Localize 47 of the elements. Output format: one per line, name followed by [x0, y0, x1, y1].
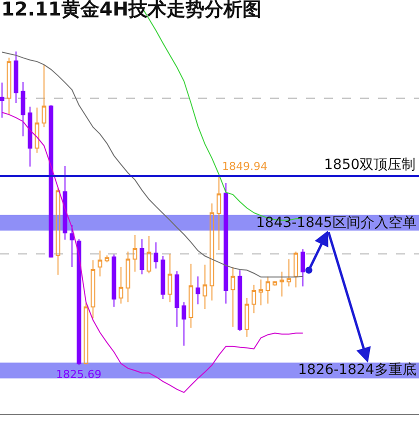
candlestick	[188, 263, 194, 328]
candlestick	[118, 266, 124, 304]
candlestick	[266, 276, 270, 304]
candlestick	[6, 57, 12, 116]
candlestick	[230, 266, 236, 328]
candlestick	[272, 280, 278, 286]
candlestick	[280, 271, 284, 297]
candlestick	[160, 256, 166, 300]
candlestick	[216, 176, 222, 251]
band-label: 1843-1845区间介入空单	[256, 215, 416, 231]
candlestick	[196, 276, 200, 305]
candlestick	[34, 107, 40, 154]
candlestick	[286, 258, 292, 287]
candlestick	[84, 302, 88, 365]
candlestick	[202, 264, 208, 310]
candlestick	[174, 270, 180, 328]
candlestick	[62, 166, 68, 240]
annotation: 1825.69	[56, 368, 102, 381]
ref-line-label: 1850双顶压制	[324, 157, 416, 173]
candlestick	[140, 238, 144, 275]
candlestick	[112, 254, 116, 308]
candlestick	[300, 248, 306, 287]
candlestick	[28, 106, 32, 168]
candlestick	[238, 270, 242, 332]
candlestick	[0, 82, 4, 118]
candlestick	[294, 251, 298, 288]
candlestick	[98, 250, 102, 277]
candlestick	[168, 253, 172, 303]
band-label: 1826-1824多重底	[298, 362, 416, 378]
candlestick	[14, 51, 18, 104]
candlestick	[90, 260, 96, 319]
candlestick	[154, 242, 158, 270]
candlestick	[182, 302, 186, 346]
candlestick	[70, 224, 74, 268]
annotation: 1849.94	[222, 160, 268, 173]
candlestick	[20, 81, 26, 137]
candlestick	[244, 298, 250, 338]
candlestick	[126, 251, 130, 303]
candlestick	[224, 182, 228, 304]
candlestick	[104, 254, 110, 263]
candlestick	[210, 202, 214, 302]
candlestick	[132, 234, 138, 272]
candlestick	[252, 284, 256, 314]
candlestick	[258, 279, 264, 306]
candlestick	[146, 235, 152, 274]
candlestick	[56, 186, 60, 276]
candlestick	[42, 64, 46, 128]
